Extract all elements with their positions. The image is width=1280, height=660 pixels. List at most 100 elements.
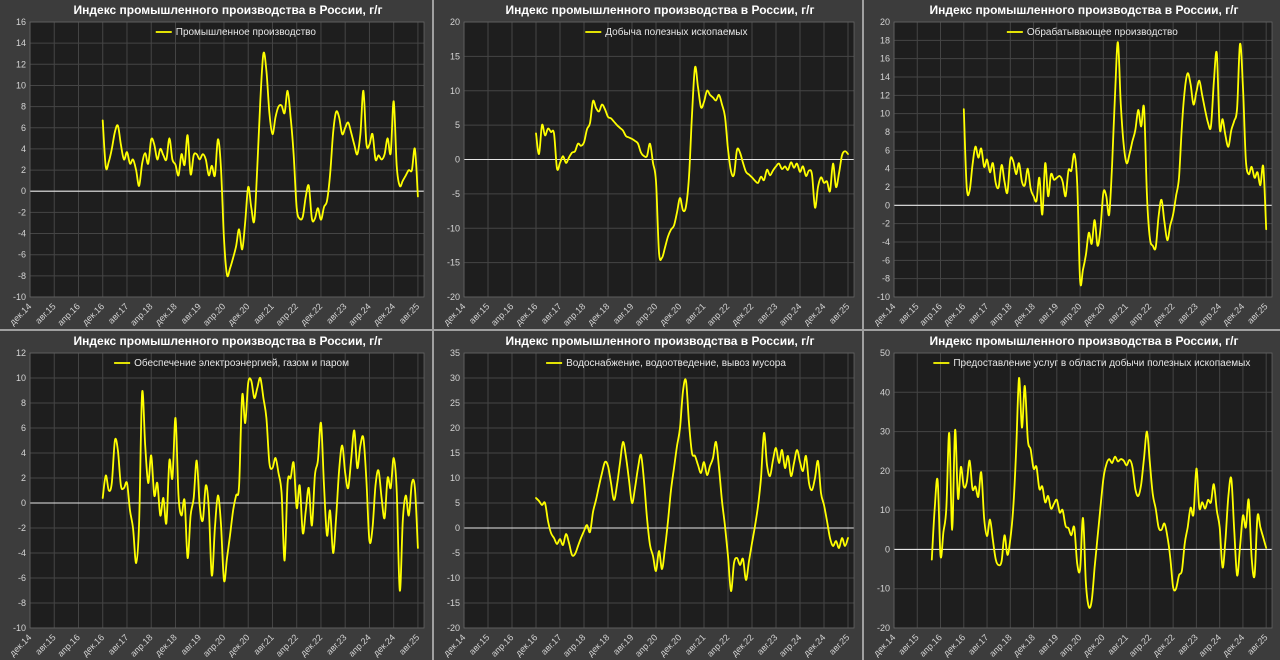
y-tick-label: -8 bbox=[18, 271, 26, 281]
x-tick-label: апр.20 bbox=[201, 301, 227, 327]
y-tick-label: -8 bbox=[882, 274, 890, 284]
y-tick-label: 5 bbox=[455, 120, 460, 130]
y-tick-label: -15 bbox=[447, 598, 460, 608]
chart-panel-industrial-production: Индекс промышленного производства в Росс… bbox=[0, 0, 432, 329]
y-tick-label: 8 bbox=[21, 398, 26, 408]
y-tick-label: -6 bbox=[882, 255, 890, 265]
x-tick-label: апр.16 bbox=[917, 301, 943, 327]
y-tick-label: -10 bbox=[13, 623, 26, 633]
x-tick-label: апр.24 bbox=[777, 301, 803, 327]
x-tick-label: дек.18 bbox=[153, 632, 179, 658]
legend-label: Промышленное производство bbox=[176, 27, 317, 38]
y-tick-label: -4 bbox=[882, 237, 890, 247]
x-tick-label: авг.15 bbox=[467, 301, 491, 325]
x-tick-label: авг.23 bbox=[755, 632, 779, 656]
x-tick-label: авг.17 bbox=[106, 632, 130, 656]
x-tick-label: апр.24 bbox=[346, 632, 372, 658]
x-tick-label: дек.14 bbox=[871, 632, 897, 658]
x-tick-label: авг.17 bbox=[966, 301, 990, 325]
x-tick-label: дек.18 bbox=[153, 301, 179, 327]
y-tick-label: 14 bbox=[16, 38, 26, 48]
x-tick-label: апр.18 bbox=[128, 301, 154, 327]
x-tick-label: дек.16 bbox=[513, 632, 539, 658]
x-tick-label: авг.25 bbox=[397, 632, 421, 656]
x-tick-label: авг.19 bbox=[1036, 301, 1060, 325]
y-tick-label: -8 bbox=[18, 598, 26, 608]
plot-border bbox=[463, 21, 855, 298]
chart-title: Индекс промышленного производства в Росс… bbox=[505, 334, 815, 348]
chart-panel-manufacturing: Индекс промышленного производства в Росс… bbox=[864, 0, 1280, 329]
x-tick-label: апр.16 bbox=[55, 301, 81, 327]
y-tick-label: 6 bbox=[21, 123, 26, 133]
x-tick-label: дек.22 bbox=[1151, 632, 1177, 658]
y-tick-label: 12 bbox=[16, 349, 26, 358]
x-tick-label: апр.24 bbox=[777, 632, 803, 658]
plot-border bbox=[463, 352, 855, 629]
legend-label: Водоснабжение, водоотведение, вывоз мусо… bbox=[566, 357, 786, 369]
x-tick-label: дек.14 bbox=[7, 301, 33, 327]
x-tick-label: дек.22 bbox=[1151, 301, 1177, 327]
legend-label: Обрабатывающее производство bbox=[1027, 26, 1178, 38]
x-tick-label: авг.19 bbox=[611, 632, 635, 656]
x-tick-label: апр.16 bbox=[489, 632, 515, 658]
y-tick-label: 0 bbox=[21, 186, 26, 196]
y-tick-label: -2 bbox=[18, 207, 26, 217]
y-tick-label: 20 bbox=[880, 18, 890, 27]
y-tick-label: -10 bbox=[13, 292, 26, 302]
x-tick-label: апр.24 bbox=[346, 301, 372, 327]
plot-border bbox=[29, 352, 425, 629]
x-tick-label: авг.17 bbox=[966, 632, 990, 656]
y-tick-label: -4 bbox=[18, 229, 26, 239]
y-tick-label: 16 bbox=[880, 54, 890, 64]
x-tick-label: апр.20 bbox=[633, 301, 659, 327]
x-tick-label: апр.24 bbox=[1197, 301, 1223, 327]
x-tick-label: дек.14 bbox=[871, 301, 897, 327]
x-tick-label: дек.16 bbox=[80, 301, 106, 327]
y-tick-label: 30 bbox=[880, 427, 890, 437]
y-tick-label: -10 bbox=[447, 223, 460, 233]
y-tick-label: 0 bbox=[455, 155, 460, 165]
y-tick-label: 8 bbox=[885, 127, 890, 137]
x-tick-label: дек.22 bbox=[729, 301, 755, 327]
plot-area bbox=[464, 353, 854, 628]
legend-label: Добыча полезных ископаемых bbox=[605, 26, 747, 38]
plot-area bbox=[30, 353, 424, 628]
y-tick-label: -2 bbox=[882, 219, 890, 229]
plot-border bbox=[29, 21, 425, 298]
x-tick-label: дек.24 bbox=[801, 632, 827, 658]
y-tick-label: 10 bbox=[880, 109, 890, 119]
x-tick-label: апр.22 bbox=[705, 632, 731, 658]
x-tick-label: дек.18 bbox=[585, 632, 611, 658]
y-tick-label: -2 bbox=[18, 523, 26, 533]
x-tick-label: дек.20 bbox=[1081, 301, 1107, 327]
chart-panel-mining: Индекс промышленного производства в Росс… bbox=[434, 0, 862, 329]
x-tick-label: дек.22 bbox=[298, 301, 324, 327]
y-tick-label: -5 bbox=[452, 189, 460, 199]
x-tick-label: авг.23 bbox=[1175, 301, 1199, 325]
plot-border bbox=[893, 21, 1273, 298]
chart-title: Индекс промышленного производства в Росс… bbox=[73, 334, 383, 348]
x-tick-label: авг.23 bbox=[324, 301, 348, 325]
chart-title: Индекс промышленного производства в Росс… bbox=[505, 3, 815, 17]
y-tick-label: 20 bbox=[880, 466, 890, 476]
series-line bbox=[535, 65, 849, 262]
x-tick-label: апр.18 bbox=[987, 632, 1013, 658]
x-tick-label: апр.18 bbox=[561, 632, 587, 658]
x-tick-label: апр.20 bbox=[201, 632, 227, 658]
y-tick-label: 6 bbox=[885, 145, 890, 155]
x-tick-label: авг.25 bbox=[827, 632, 851, 656]
x-tick-label: апр.20 bbox=[633, 632, 659, 658]
legend-label: Обеспечение электроэнергией, газом и пар… bbox=[134, 357, 349, 369]
y-tick-label: 12 bbox=[880, 90, 890, 100]
y-tick-label: 35 bbox=[450, 349, 460, 358]
x-tick-label: апр.22 bbox=[1127, 301, 1153, 327]
series-line bbox=[535, 378, 849, 592]
chart-title: Индекс промышленного производства в Росс… bbox=[929, 3, 1239, 17]
x-tick-label: авг.25 bbox=[397, 301, 421, 325]
y-tick-label: 14 bbox=[880, 72, 890, 82]
y-tick-label: -10 bbox=[447, 573, 460, 583]
